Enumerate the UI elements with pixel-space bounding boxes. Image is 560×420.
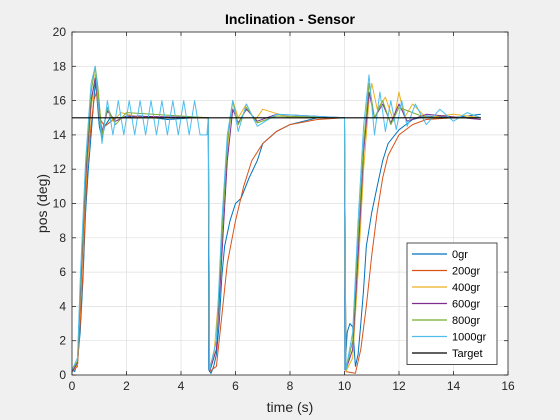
y-tick-label: 20 xyxy=(53,25,67,39)
x-tick-label: 16 xyxy=(501,379,515,393)
x-tick-label: 8 xyxy=(287,379,294,393)
y-tick-label: 18 xyxy=(53,59,67,73)
legend-label: 1000gr xyxy=(452,332,487,344)
legend-label: 400gr xyxy=(452,282,480,294)
legend: 0gr 200gr 400gr 600gr 800gr 1000gr Target xyxy=(406,242,498,365)
legend-label: 200gr xyxy=(452,266,480,278)
axis-ticks: 0 2 4 6 8 10 12 14 16 0 2 4 6 8 10 12 14 16 18 20 xyxy=(53,25,515,393)
y-tick-label: 14 xyxy=(53,128,67,142)
x-tick-label: 2 xyxy=(123,379,130,393)
y-tick-label: 16 xyxy=(53,94,67,108)
series-line-200gr xyxy=(71,91,481,374)
series-lines xyxy=(71,65,481,374)
legend-label: 600gr xyxy=(452,299,480,311)
x-axis-label: time (s) xyxy=(267,399,314,415)
x-tick-label: 10 xyxy=(338,379,352,393)
y-tick-label: 10 xyxy=(53,197,67,211)
y-tick-label: 4 xyxy=(59,299,66,313)
x-tick-label: 6 xyxy=(232,379,239,393)
y-axis-label: pos (deg) xyxy=(34,174,50,233)
chart-title: Inclination - Sensor xyxy=(225,11,355,27)
y-tick-label: 8 xyxy=(59,231,66,245)
series-line-1000gr xyxy=(71,65,481,371)
x-tick-label: 0 xyxy=(69,379,76,393)
y-tick-label: 12 xyxy=(53,162,67,176)
legend-label: Target xyxy=(452,348,483,360)
x-tick-label: 14 xyxy=(447,379,461,393)
x-tick-label: 4 xyxy=(178,379,185,393)
series-line-0gr xyxy=(71,82,481,374)
y-tick-label: 2 xyxy=(59,334,66,348)
x-tick-label: 12 xyxy=(392,379,406,393)
y-tick-label: 6 xyxy=(59,265,66,279)
legend-label: 0gr xyxy=(452,249,468,261)
y-tick-label: 0 xyxy=(59,368,66,382)
legend-label: 800gr xyxy=(452,315,480,327)
